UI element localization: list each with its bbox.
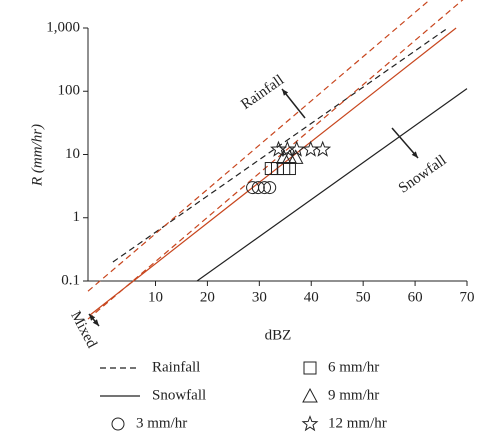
x-tick-label: 10 [148,289,163,305]
arrow-head [92,319,99,326]
point [302,140,320,157]
series-line [87,0,431,292]
legend-label: 9 mm/hr [328,387,379,403]
legend-marker [303,361,317,375]
legend-label: 3 mm/hr [136,415,187,431]
y-axis-label: R (mm/hr) [29,124,45,187]
point [251,181,265,195]
series-line [196,88,468,282]
legend-label: Snowfall [152,387,206,403]
annotation: Rainfall [238,72,287,113]
x-tick-label: 30 [252,289,267,305]
legend-label: Rainfall [152,359,200,375]
x-axis-label: dBZ [265,327,292,343]
annotation: Snowfall [396,152,450,196]
point [288,140,306,157]
point [314,140,332,157]
legend-label: 6 mm/hr [328,359,379,375]
y-tick-label: 10 [65,146,80,162]
arrow [391,127,419,159]
x-tick-label: 50 [356,289,371,305]
x-tick-label: 40 [304,289,319,305]
legend-marker [302,387,318,403]
y-tick-label: 1 [73,209,81,225]
legend-marker [301,415,319,432]
annotation: Mixed [67,309,100,352]
x-tick-label: 60 [408,289,423,305]
arrow-head [89,314,96,321]
x-tick-label: 20 [200,289,215,305]
y-tick-label: 1,000 [46,19,80,35]
point [258,181,272,195]
point [263,181,277,195]
arrow-head [411,151,418,158]
series-line [89,27,457,316]
y-tick-label: 100 [58,83,81,99]
y-tick-label: 0.1 [61,272,80,288]
legend-marker [111,417,125,431]
series-line [112,27,449,263]
arrow-head [282,89,289,96]
x-tick-label: 70 [460,289,475,305]
legend-label: 12 mm/hr [328,415,387,431]
point [287,149,304,164]
